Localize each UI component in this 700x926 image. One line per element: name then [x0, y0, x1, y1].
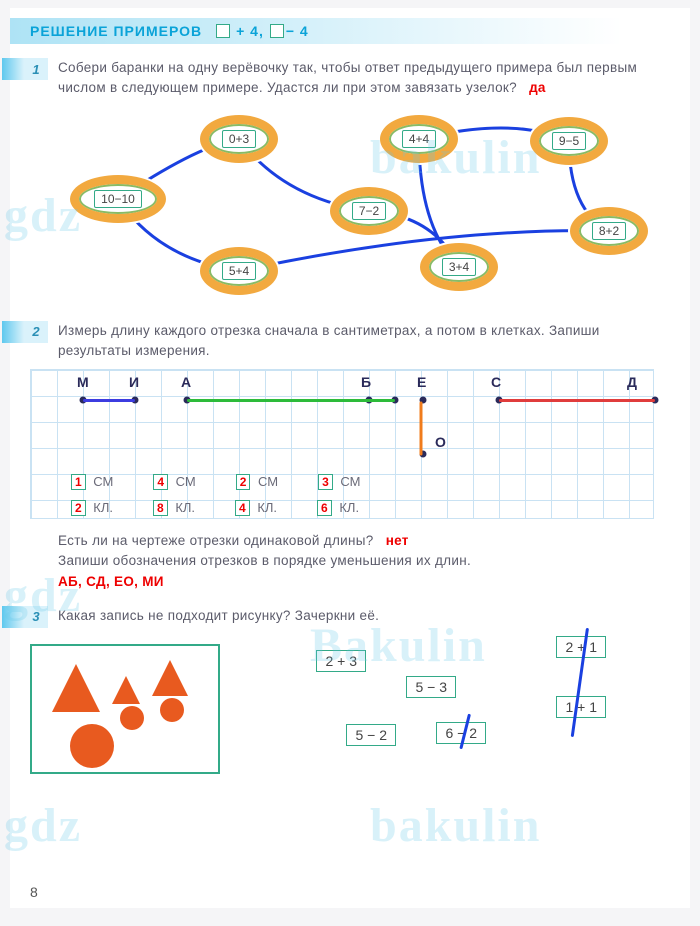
header-plus4: + 4,	[236, 23, 264, 39]
blank-box-1	[216, 24, 230, 38]
measurement-value: 2	[71, 500, 86, 516]
task-1-answer: да	[529, 80, 546, 95]
measurement-unit: СМ	[90, 474, 114, 489]
expression-box: 1 + 1	[556, 696, 606, 718]
measurement-value: 4	[235, 500, 250, 516]
blank-box-2	[270, 24, 284, 38]
segment-endpoint-label: А	[181, 374, 191, 390]
measurement-unit: КЛ.	[90, 500, 113, 515]
measurement-unit: КЛ.	[336, 500, 359, 515]
segment-endpoint-label: М	[77, 374, 89, 390]
measurement-cell: 4 КЛ.	[235, 500, 277, 515]
measurement-unit: КЛ.	[254, 500, 277, 515]
page-header: РЕШЕНИЕ ПРИМЕРОВ + 4, − 4	[30, 18, 670, 44]
task-1: 1 Собери баранки на одну верёвочку так, …	[30, 58, 670, 307]
segment-line	[187, 399, 395, 402]
ring: 4+4	[380, 115, 458, 163]
ring: 5+4	[200, 247, 278, 295]
measurement-value: 1	[71, 474, 86, 490]
task-2-q2-answer: АБ, СД, ЕО, МИ	[58, 574, 164, 589]
measurement-row: 1 СМ4 СМ2 СМ3 СМ	[71, 474, 361, 489]
task-2-q1-answer: нет	[386, 533, 409, 548]
rings-diagram: 0+3 4+4 9−5 10−10 7−2 8+2 5+4 3+4	[30, 107, 670, 307]
measurement-value: 4	[153, 474, 168, 490]
measurement-unit: СМ	[254, 474, 278, 489]
segment-endpoint-label: С	[491, 374, 501, 390]
expression-box: 5 − 2	[346, 724, 396, 746]
ring-label: 9−5	[552, 132, 586, 150]
measurement-cell: 8 КЛ.	[153, 500, 195, 515]
segment-endpoint-label: Б	[361, 374, 371, 390]
measurement-cell: 2 СМ	[236, 474, 278, 489]
task-2-number: 2	[24, 321, 48, 343]
task-2-text: Измерь длину каждого отрезка сначала в с…	[58, 321, 670, 362]
header-minus4: − 4	[286, 23, 309, 39]
ring-label: 7−2	[352, 202, 386, 220]
task-3-text: Какая запись не подходит рисунку? Зачерк…	[58, 606, 670, 626]
measurement-cell: 6 КЛ.	[317, 500, 359, 515]
measurement-unit: СМ	[172, 474, 196, 489]
ring: 8+2	[570, 207, 648, 255]
segment-line	[420, 402, 423, 456]
ring-label: 8+2	[592, 222, 626, 240]
measurement-row: 2 КЛ.8 КЛ.4 КЛ.6 КЛ.	[71, 500, 359, 515]
segment-line	[499, 399, 655, 402]
segment-endpoint-label: И	[129, 374, 139, 390]
header-title: РЕШЕНИЕ ПРИМЕРОВ	[30, 23, 202, 39]
measurement-cell: 4 СМ	[153, 474, 195, 489]
task-3-number: 3	[24, 606, 48, 628]
ring: 3+4	[420, 243, 498, 291]
ring: 7−2	[330, 187, 408, 235]
watermark-text: gdz	[4, 798, 82, 853]
watermark-text: bakulin	[370, 798, 541, 853]
task-2-q2: Запиши обозначения отрезков в порядке ум…	[58, 551, 670, 592]
expression-box: 2 + 3	[316, 650, 366, 672]
measurement-cell: 1 СМ	[71, 474, 113, 489]
measurement-value: 8	[153, 500, 168, 516]
ring-label: 0+3	[222, 130, 256, 148]
ring: 10−10	[70, 175, 166, 223]
expression-box: 5 − 3	[406, 676, 456, 698]
measurement-cell: 3 СМ	[318, 474, 360, 489]
task-2: 2 Измерь длину каждого отрезка сначала в…	[30, 321, 670, 592]
shapes-svg	[32, 646, 222, 776]
measurement-cell: 2 КЛ.	[71, 500, 113, 515]
ring: 0+3	[200, 115, 278, 163]
page-number: 8	[30, 884, 38, 900]
measurement-value: 3	[318, 474, 333, 490]
expressions-area: 2 + 35 − 35 − 26 − 22 + 11 + 1	[236, 632, 646, 782]
measurement-unit: СМ	[337, 474, 361, 489]
ring-label: 3+4	[442, 258, 476, 276]
ring-label: 10−10	[94, 190, 142, 208]
segment-endpoint-label: О	[435, 434, 446, 450]
segment-endpoint-label: Д	[627, 374, 637, 390]
task-1-number: 1	[24, 58, 48, 80]
measurement-value: 6	[317, 500, 332, 516]
ring: 9−5	[530, 117, 608, 165]
segment-endpoint-label: Е	[417, 374, 426, 390]
task-1-text: Собери баранки на одну верёвочку так, чт…	[58, 58, 670, 99]
shapes-box	[30, 644, 220, 774]
measurement-value: 2	[236, 474, 251, 490]
measurement-grid: МИАБЕСДО1 СМ4 СМ2 СМ3 СМ2 КЛ.8 КЛ.4 КЛ.6…	[30, 369, 654, 519]
measurement-unit: КЛ.	[172, 500, 195, 515]
segment-line	[83, 399, 135, 402]
workbook-page: РЕШЕНИЕ ПРИМЕРОВ + 4, − 4 1 Собери баран…	[10, 8, 690, 908]
ring-label: 5+4	[222, 262, 256, 280]
task-3: 3 Какая запись не подходит рисунку? Заче…	[30, 606, 670, 782]
ring-label: 4+4	[402, 130, 436, 148]
task-2-q1: Есть ли на чертеже отрезки одинаковой дл…	[58, 531, 670, 551]
